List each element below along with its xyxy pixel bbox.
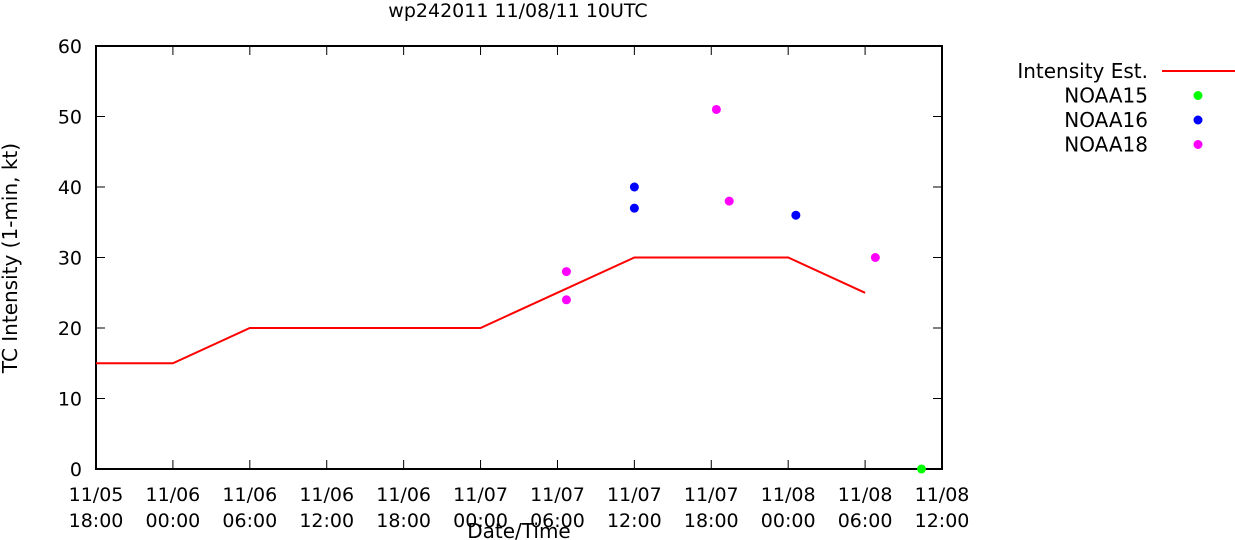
series-layer bbox=[96, 104, 926, 474]
y-tick-label: 60 bbox=[58, 36, 82, 58]
x-tick-label-date: 11/08 bbox=[838, 484, 893, 506]
x-tick-label-date: 11/08 bbox=[915, 484, 970, 506]
x-tick-label-time: 12:00 bbox=[299, 510, 354, 532]
data-point-noaa15 bbox=[916, 464, 926, 474]
y-tick-label: 50 bbox=[58, 107, 82, 129]
y-tick-label: 40 bbox=[58, 177, 82, 199]
x-tick-label-time: 18:00 bbox=[69, 510, 124, 532]
data-point-noaa18 bbox=[561, 295, 571, 305]
legend-dot-swatch bbox=[1193, 115, 1203, 125]
x-tick-label-time: 00:00 bbox=[146, 510, 201, 532]
x-tick-label-time: 00:00 bbox=[453, 510, 508, 532]
x-tick-label-date: 11/07 bbox=[684, 484, 739, 506]
x-axis: 11/05 18:00 11/06 00:00 11/06 06:00 11/06 12:00… bbox=[69, 46, 970, 532]
x-tick-label-date: 11/05 bbox=[69, 484, 124, 506]
y-axis-label: TC Intensity (1-min, kt) bbox=[0, 143, 22, 374]
x-tick-label-time: 18:00 bbox=[684, 510, 739, 532]
intensity-est-line bbox=[96, 256, 866, 365]
data-point-noaa18 bbox=[724, 196, 734, 206]
x-tick-label-date: 11/07 bbox=[530, 484, 585, 506]
legend-label: NOAA18 bbox=[1064, 133, 1148, 157]
y-tick-label: 10 bbox=[58, 389, 82, 411]
data-point-noaa16 bbox=[629, 182, 639, 192]
legend-dot-swatch bbox=[1193, 140, 1203, 149]
y-tick-label: 20 bbox=[58, 318, 82, 340]
data-point-noaa16 bbox=[791, 210, 801, 220]
x-tick-label-time: 06:00 bbox=[530, 510, 585, 532]
data-point-noaa18 bbox=[561, 267, 571, 277]
x-tick-label-date: 11/06 bbox=[299, 484, 354, 506]
x-tick-label-time: 00:00 bbox=[761, 510, 816, 532]
y-tick-label: 0 bbox=[70, 459, 82, 481]
y-axis: 0 10 20 30 40 50 60 bbox=[58, 36, 942, 481]
x-tick-label-time: 06:00 bbox=[838, 510, 893, 532]
x-tick-label-time: 18:00 bbox=[376, 510, 431, 532]
x-tick-label-date: 11/06 bbox=[146, 484, 201, 506]
legend-label: Intensity Est. bbox=[1017, 59, 1148, 83]
legend-label: NOAA16 bbox=[1064, 108, 1148, 132]
x-tick-label-date: 11/07 bbox=[453, 484, 508, 506]
x-tick-label-time: 06:00 bbox=[222, 510, 277, 532]
x-axis-label: Date/Time bbox=[467, 519, 571, 540]
data-point-noaa16 bbox=[629, 203, 639, 213]
x-tick-label-date: 11/06 bbox=[376, 484, 431, 506]
x-tick-label-time: 12:00 bbox=[607, 510, 662, 532]
x-tick-label-time: 12:00 bbox=[915, 510, 970, 532]
x-tick-label-date: 11/07 bbox=[607, 484, 662, 506]
y-tick-label: 30 bbox=[58, 248, 82, 270]
plot-area-border bbox=[95, 45, 943, 470]
legend-dot-swatch bbox=[1193, 91, 1203, 100]
x-tick-label-date: 11/06 bbox=[222, 484, 277, 506]
x-tick-label-date: 11/08 bbox=[761, 484, 816, 506]
legend-label: NOAA15 bbox=[1064, 84, 1148, 108]
data-point-noaa18 bbox=[711, 104, 721, 114]
chart-title: wp242011 11/08/11 10UTC bbox=[388, 0, 647, 22]
data-point-noaa18 bbox=[870, 253, 880, 262]
